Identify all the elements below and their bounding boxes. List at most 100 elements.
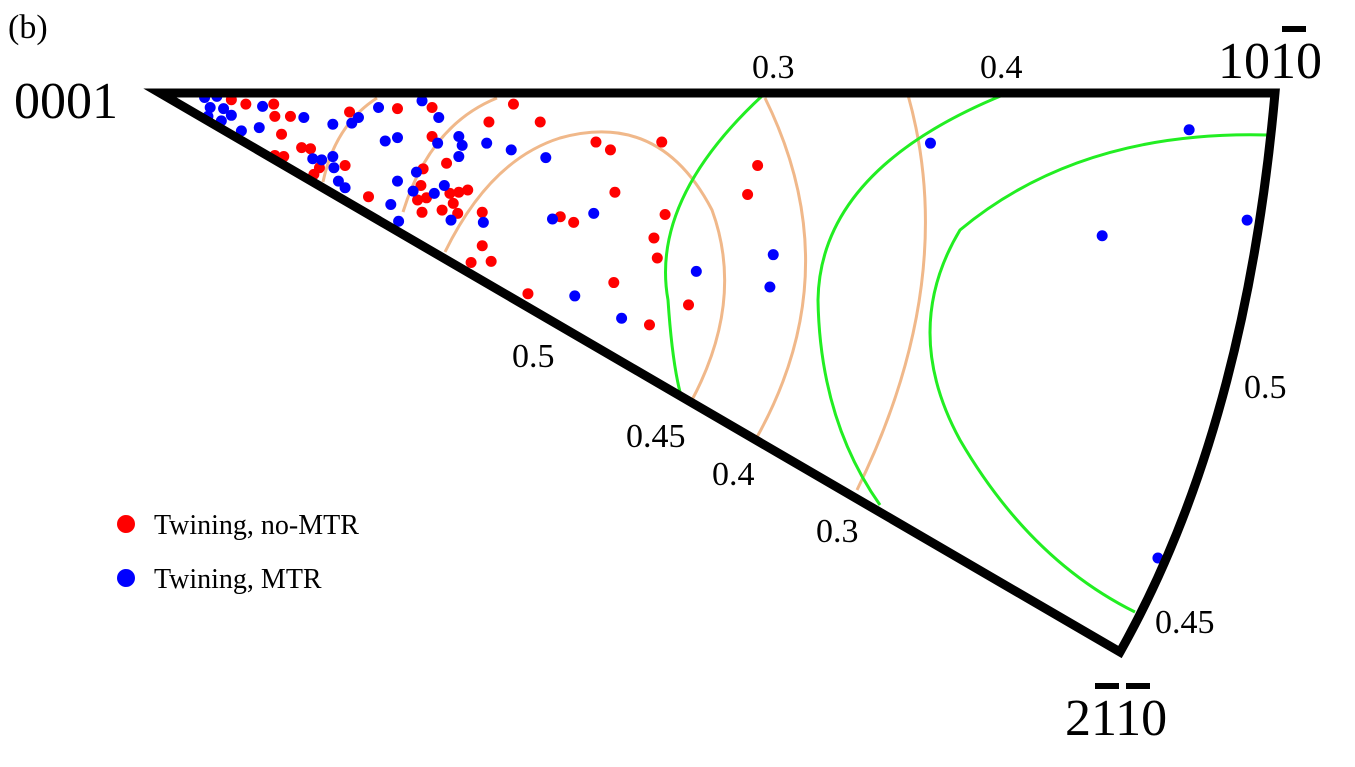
point-no-mtr [339, 159, 351, 171]
label-green-bottom: 0.45 [626, 418, 686, 455]
point-mtr [327, 151, 339, 163]
point-mtr [225, 109, 237, 121]
green-contour-3 [928, 133, 1269, 614]
point-mtr [767, 249, 779, 261]
corner-1010: 1010 [1218, 33, 1322, 90]
label-orange-right: 0.5 [1244, 369, 1287, 406]
point-mtr [385, 199, 397, 210]
corner-2110: 2110 [1065, 690, 1167, 747]
point-mtr [505, 144, 517, 156]
green-contour-1 [664, 94, 764, 393]
legend-marker-mtr [117, 569, 135, 587]
point-no-mtr [363, 191, 375, 203]
point-mtr [428, 187, 440, 199]
point-mtr [1183, 124, 1195, 136]
point-no-mtr [590, 136, 602, 148]
overbar [1095, 683, 1119, 689]
point-no-mtr [656, 136, 668, 148]
point-mtr [924, 137, 936, 149]
point-mtr [616, 312, 628, 324]
label-orange-bottom-c: 0.3 [816, 513, 859, 550]
point-no-mtr [651, 252, 663, 264]
point-no-mtr [462, 184, 474, 196]
point-mtr [764, 281, 776, 293]
point-mtr [690, 265, 702, 277]
point-mtr [438, 180, 450, 192]
point-no-mtr [453, 186, 465, 198]
data-points [199, 90, 1253, 564]
point-no-mtr [648, 232, 660, 244]
legend: Twining, no-MTR Twining, MTR [117, 510, 359, 595]
contours-orange [321, 94, 927, 491]
legend-label-no-mtr: Twining, no-MTR [154, 510, 359, 541]
point-mtr [1241, 214, 1253, 226]
overbar [1282, 26, 1306, 32]
label-green-right: 0.45 [1155, 604, 1215, 641]
label-orange-bottom-b: 0.4 [712, 456, 755, 493]
point-no-mtr [447, 197, 459, 209]
label-orange-bottom-a: 0.5 [512, 338, 555, 375]
point-mtr [218, 103, 230, 115]
point-no-mtr [485, 255, 497, 267]
point-mtr [445, 214, 457, 226]
point-mtr [546, 213, 558, 225]
point-no-mtr [608, 277, 620, 289]
point-mtr [432, 137, 444, 149]
point-mtr [453, 151, 465, 163]
point-no-mtr [441, 157, 453, 169]
point-mtr [204, 101, 216, 113]
point-mtr [588, 207, 600, 219]
point-no-mtr [276, 128, 288, 140]
point-mtr [407, 185, 419, 197]
point-mtr [540, 152, 552, 164]
point-mtr [416, 95, 428, 107]
corner-0001: 0001 [14, 73, 118, 130]
point-mtr [393, 215, 405, 227]
point-no-mtr [452, 207, 464, 219]
label-orange-top: 0.4 [980, 49, 1023, 86]
point-no-mtr [305, 143, 317, 155]
point-mtr [391, 175, 403, 187]
point-no-mtr [240, 98, 252, 110]
orange-contour-5 [855, 94, 927, 491]
point-no-mtr [344, 106, 356, 118]
overbar [1126, 683, 1150, 689]
point-no-mtr [522, 288, 534, 300]
orange-contour-3 [443, 130, 727, 401]
orange-contour-1 [321, 96, 378, 183]
panel-label: (b) [8, 9, 48, 46]
point-no-mtr [268, 98, 280, 110]
point-mtr [327, 118, 339, 130]
point-mtr [339, 182, 351, 194]
point-no-mtr [683, 299, 695, 311]
point-no-mtr [609, 186, 621, 198]
point-no-mtr [436, 204, 448, 216]
point-mtr [253, 122, 265, 134]
point-mtr [298, 112, 310, 124]
point-no-mtr [476, 240, 488, 252]
point-mtr [328, 162, 340, 174]
point-mtr [453, 130, 465, 142]
point-no-mtr [534, 116, 546, 128]
point-no-mtr [426, 101, 438, 113]
contour-labels: 0.3 0.4 0.5 0.45 0.4 0.3 0.5 0.45 [512, 49, 1287, 641]
point-no-mtr [752, 159, 764, 171]
triangle-border [143, 88, 1280, 659]
contours-green [664, 93, 1269, 614]
point-no-mtr [465, 256, 477, 268]
point-mtr [352, 112, 364, 124]
legend-label-mtr: Twining, MTR [154, 564, 322, 595]
point-mtr [332, 175, 344, 187]
orange-contour-4 [755, 97, 807, 438]
point-mtr [481, 137, 493, 149]
point-no-mtr [507, 98, 519, 110]
point-mtr [307, 153, 319, 165]
green-contour-2 [816, 93, 1004, 506]
point-no-mtr [483, 116, 495, 128]
point-no-mtr [643, 319, 655, 331]
point-mtr [433, 112, 445, 124]
point-no-mtr [476, 206, 488, 218]
point-no-mtr [416, 206, 428, 218]
point-no-mtr [415, 180, 427, 192]
point-mtr [569, 290, 581, 302]
